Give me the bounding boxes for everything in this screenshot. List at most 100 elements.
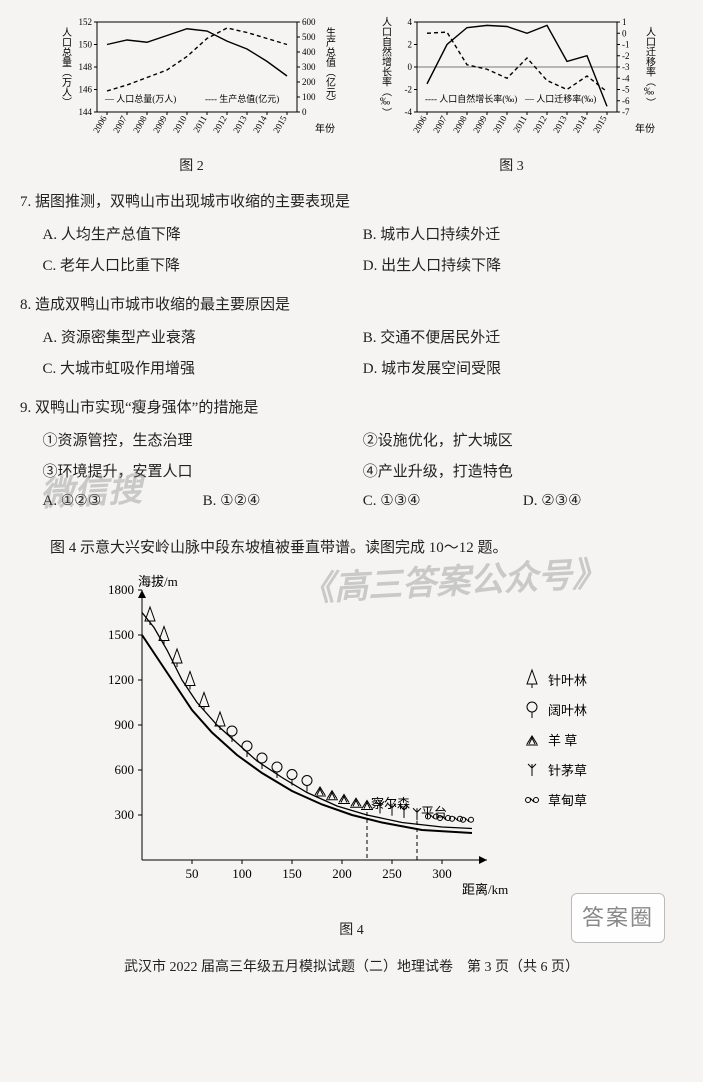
svg-text:1200: 1200 (108, 672, 134, 687)
svg-text:150: 150 (78, 40, 92, 50)
svg-text:2014: 2014 (251, 114, 269, 135)
q9-opt-d: D. ②③④ (523, 488, 683, 515)
svg-text:2008: 2008 (451, 114, 469, 135)
svg-text:400: 400 (302, 47, 316, 57)
q9-item-4: ④产业升级，打造特色 (363, 457, 683, 488)
svg-text:察尔森: 察尔森 (371, 796, 410, 811)
svg-text:-7: -7 (622, 107, 630, 117)
q7-opt-d: D. 出生人口持续下降 (363, 251, 683, 282)
q8-opt-b: B. 交通不便居民外迁 (363, 323, 683, 354)
q9-opt-a: A. ①②③ (43, 488, 203, 515)
svg-text:---- 人口自然增长率(‰): ---- 人口自然增长率(‰) (425, 93, 517, 104)
svg-text:200: 200 (302, 77, 316, 87)
svg-text:2007: 2007 (431, 114, 449, 135)
svg-text:2: 2 (407, 40, 412, 50)
svg-text:-2: -2 (404, 85, 412, 95)
svg-text:2010: 2010 (491, 114, 509, 135)
svg-text:300: 300 (302, 62, 316, 72)
svg-text:2013: 2013 (551, 114, 569, 135)
svg-text:1: 1 (622, 17, 627, 27)
q9-item-2: ②设施优化，扩大城区 (363, 426, 683, 457)
chart3-caption: 图 3 (362, 154, 662, 179)
svg-text:1500: 1500 (108, 627, 134, 642)
svg-text:2009: 2009 (471, 114, 489, 135)
svg-text:— 人口总量(万人): — 人口总量(万人) (104, 93, 176, 104)
svg-text:人口总量（万人）: 人口总量（万人） (59, 27, 71, 107)
svg-text:146: 146 (78, 85, 92, 95)
svg-text:1800: 1800 (108, 582, 134, 597)
svg-text:2007: 2007 (111, 114, 129, 135)
svg-text:300: 300 (114, 807, 134, 822)
svg-text:150: 150 (282, 866, 302, 881)
svg-text:2014: 2014 (571, 114, 589, 135)
svg-text:2015: 2015 (591, 114, 609, 135)
svg-text:900: 900 (114, 717, 134, 732)
svg-text:海拔/m: 海拔/m (138, 574, 178, 589)
svg-text:2012: 2012 (211, 114, 229, 135)
svg-text:羊 草: 羊 草 (548, 733, 577, 748)
q8-opt-a: A. 资源密集型产业衰落 (43, 323, 363, 354)
svg-text:针茅草: 针茅草 (548, 763, 587, 778)
svg-text:4: 4 (407, 17, 412, 27)
chart3: -4-2024-7-6-5-4-3-2-101人口自然增长率（‰）人口迁移率（‰… (362, 12, 662, 152)
page-footer: 武汉市 2022 届高三年级五月模拟试题（二）地理试卷 第 3 页（共 6 页） (20, 955, 683, 980)
q7-opt-a: A. 人均生产总值下降 (43, 220, 363, 251)
svg-text:0: 0 (622, 28, 627, 38)
q7-stem: 7. 据图推测，双鸭山市出现城市收缩的主要表现是 (20, 189, 683, 216)
svg-text:0: 0 (407, 62, 412, 72)
svg-text:100: 100 (232, 866, 252, 881)
svg-text:2015: 2015 (271, 114, 289, 135)
svg-text:2011: 2011 (191, 114, 208, 134)
svg-text:148: 148 (78, 62, 92, 72)
svg-text:针叶林: 针叶林 (548, 673, 587, 688)
q7-opt-c: C. 老年人口比重下降 (43, 251, 363, 282)
svg-text:2009: 2009 (151, 114, 169, 135)
svg-text:0: 0 (302, 107, 307, 117)
svg-text:生产总值（亿元）: 生产总值（亿元） (323, 26, 335, 107)
svg-text:阔叶林: 阔叶林 (548, 703, 587, 718)
svg-text:250: 250 (382, 866, 402, 881)
svg-text:600: 600 (114, 762, 134, 777)
q8-opt-c: C. 大城市虹吸作用增强 (43, 354, 363, 385)
watermark-box: 答案圈 (571, 893, 665, 943)
svg-text:平台: 平台 (421, 805, 447, 820)
svg-text:300: 300 (432, 866, 452, 881)
svg-text:500: 500 (302, 32, 316, 42)
svg-text:152: 152 (78, 17, 92, 27)
q9-item-3: ③环境提升，安置人口 (43, 457, 363, 488)
q8-stem: 8. 造成双鸭山市城市收缩的最主要原因是 (20, 292, 683, 319)
intro-4: 图 4 示意大兴安岭山脉中段东坡植被垂直带谱。读图完成 10～12 题。 (20, 535, 683, 562)
svg-text:人口自然增长率（‰）: 人口自然增长率（‰） (379, 16, 391, 117)
svg-text:2006: 2006 (411, 114, 429, 135)
svg-text:— 人口迁移率(‰): — 人口迁移率(‰) (524, 93, 596, 104)
svg-text:-5: -5 (622, 85, 630, 95)
svg-text:2008: 2008 (131, 114, 149, 135)
svg-text:200: 200 (332, 866, 352, 881)
chart2-caption: 图 2 (42, 154, 342, 179)
svg-text:年份: 年份 (635, 122, 655, 135)
svg-text:-4: -4 (622, 73, 630, 83)
q9-opt-c: C. ①③④ (363, 488, 523, 515)
q9-stem: 9. 双鸭山市实现“瘦身强体”的措施是 (20, 395, 683, 422)
svg-text:2006: 2006 (91, 114, 109, 135)
chart4: 300 600 900 1200 1500 1800 海拔/m 50 100 150 200 250 3… (72, 570, 632, 910)
svg-text:50: 50 (185, 866, 198, 881)
svg-text:2011: 2011 (511, 114, 528, 134)
svg-text:人口迁移率（‰）: 人口迁移率（‰） (643, 26, 655, 107)
svg-text:距离/km: 距离/km (462, 882, 508, 897)
svg-text:144: 144 (78, 107, 92, 117)
q9-opt-b: B. ①②④ (203, 488, 363, 515)
svg-text:-1: -1 (622, 40, 630, 50)
svg-text:600: 600 (302, 17, 316, 27)
svg-text:---- 生产总值(亿元): ---- 生产总值(亿元) (205, 93, 279, 104)
svg-text:-4: -4 (404, 107, 412, 117)
svg-text:2010: 2010 (171, 114, 189, 135)
q7-opt-b: B. 城市人口持续外迁 (363, 220, 683, 251)
svg-text:-2: -2 (622, 51, 630, 61)
svg-text:-6: -6 (622, 96, 630, 106)
svg-text:2012: 2012 (531, 114, 549, 135)
svg-text:2013: 2013 (231, 114, 249, 135)
q8-opt-d: D. 城市发展空间受限 (363, 354, 683, 385)
svg-text:-3: -3 (622, 62, 630, 72)
q9-item-1: ①资源管控，生态治理 (43, 426, 363, 457)
